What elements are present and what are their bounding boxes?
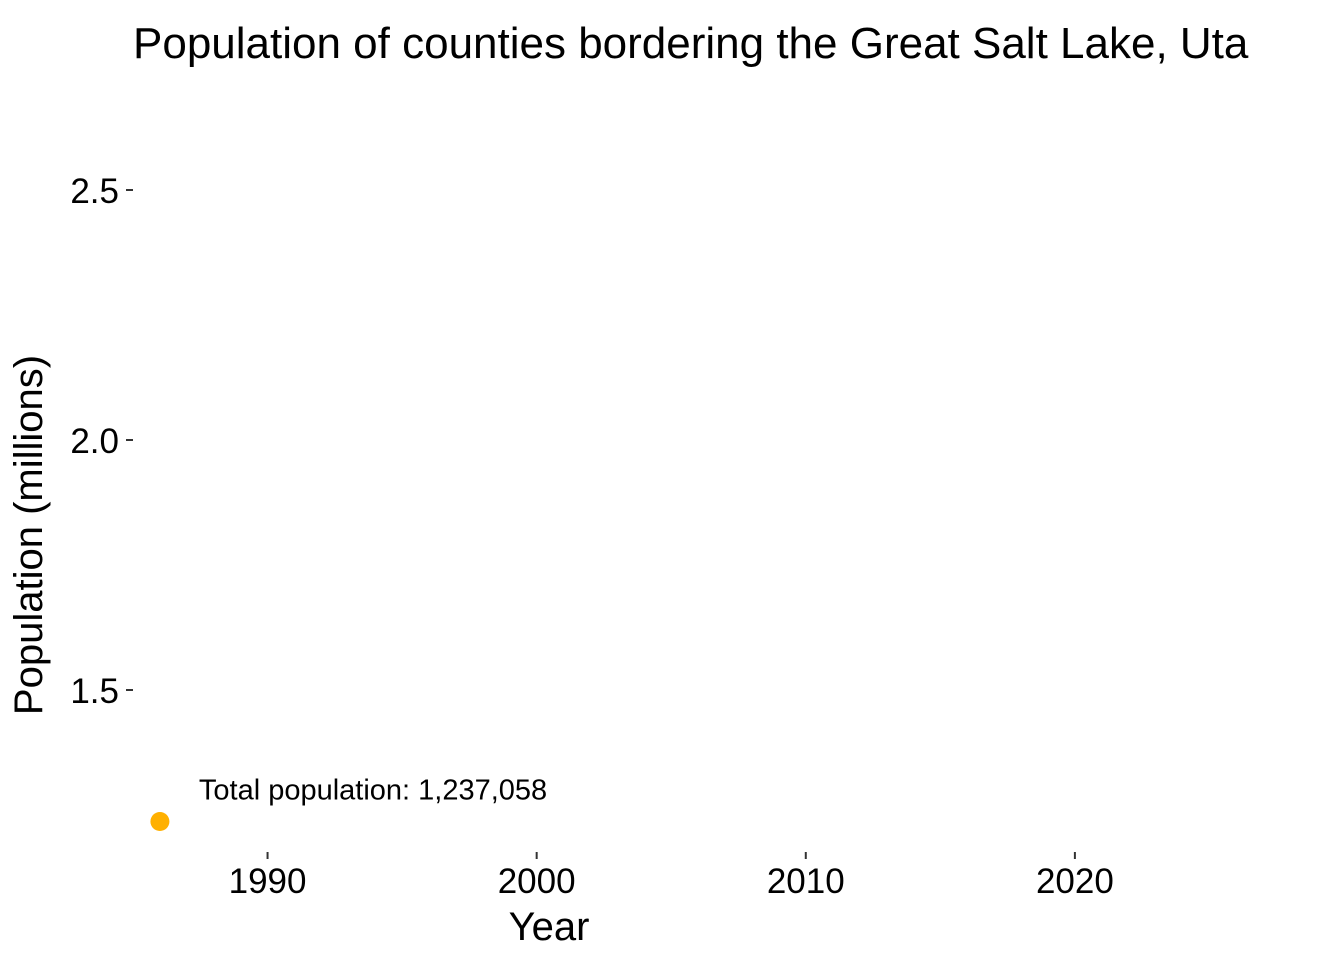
y-tick-label: 1.5 xyxy=(70,672,119,711)
x-tick-label: 2010 xyxy=(767,862,845,901)
x-tick-label: 2020 xyxy=(1036,862,1114,901)
x-tick-label: 1990 xyxy=(229,862,307,901)
y-axis-label: Population (millions) xyxy=(7,355,51,715)
plot-marks: Total population: 1,237,058 xyxy=(150,774,547,831)
chart-title: Population of counties bordering the Gre… xyxy=(133,19,1249,68)
x-axis: 1990 2000 2010 2020 xyxy=(229,852,1114,901)
data-point xyxy=(150,811,170,831)
x-tick-label: 2000 xyxy=(498,862,576,901)
y-axis: 1.5 2.0 2.5 xyxy=(70,172,133,711)
x-axis-label: Year xyxy=(509,905,590,949)
y-tick-label: 2.5 xyxy=(70,172,119,211)
data-label: Total population: 1,237,058 xyxy=(199,774,547,806)
y-tick-label: 2.0 xyxy=(70,422,119,461)
